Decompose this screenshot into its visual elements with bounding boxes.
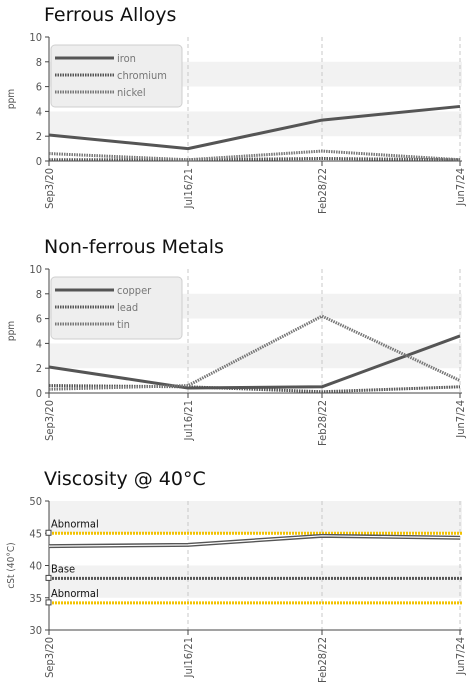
series-line [48, 104, 461, 151]
series-line [48, 334, 461, 390]
x-tick-label: Sep3/20 [43, 168, 56, 209]
reference-line-label: Abnormal [51, 517, 99, 530]
x-tick-label: Jun7/24 [454, 637, 467, 676]
y-tick-label: 0 [36, 155, 42, 168]
chart-title: Ferrous Alloys [44, 4, 177, 26]
reference-marker [45, 529, 52, 536]
series-line [48, 149, 461, 162]
y-tick-label: 4 [36, 105, 42, 118]
reference-line-label: Abnormal [51, 587, 99, 600]
ferrous-alloys-panel: Ferrous Alloys 0 2 4 6 8 10 ppm Sep3/20 Jul16/21… [0, 4, 469, 224]
non-ferrous-metals-chart: 0 2 4 6 8 10 ppm Sep3/20 Jul16/21 Feb28/22 Jun7/24… [6, 264, 467, 446]
x-tick-label: Feb28/22 [316, 168, 329, 214]
reference-line-label: Base [51, 562, 75, 575]
series-line-inner [48, 535, 461, 547]
x-tick-label: Jun7/24 [454, 168, 467, 207]
y-tick-label: 10 [29, 264, 42, 276]
y-tick-label: 0 [36, 387, 42, 400]
y-tick-label: 2 [36, 362, 42, 375]
grid-band [49, 565, 462, 598]
non-ferrous-metals-panel: Non-ferrous Metals 0 2 4 6 8 10 ppm Sep3/20 Jul1… [0, 236, 469, 456]
y-tick-label: 4 [36, 337, 42, 350]
y-tick-label: 35 [29, 592, 42, 605]
y-axis-label: ppm [6, 321, 17, 341]
legend-label: nickel [117, 86, 146, 99]
legend-label: iron [117, 52, 136, 65]
y-tick-label: 45 [29, 527, 42, 540]
x-tick-label: Jul16/21 [182, 400, 195, 441]
y-tick-label: 8 [36, 288, 42, 301]
series-line [48, 314, 461, 391]
y-axis-label: cSt (40°C) [6, 542, 17, 588]
legend-label: copper [117, 284, 152, 297]
x-tick-label: Sep3/20 [43, 637, 56, 678]
x-tick-label: Jul16/21 [182, 637, 195, 678]
y-tick-label: 8 [36, 56, 42, 69]
legend-label: chromium [117, 69, 167, 82]
y-tick-label: 2 [36, 130, 42, 143]
x-tick-label: Sep3/20 [43, 400, 56, 441]
x-tick-label: Jul16/21 [182, 168, 195, 209]
grid-band [49, 111, 462, 137]
legend-label: lead [117, 301, 138, 314]
reference-marker [45, 599, 52, 606]
ferrous-alloys-chart: 0 2 4 6 8 10 ppm Sep3/20 Jul16/21 Feb28/22 Jun7/24… [6, 32, 467, 214]
y-tick-label: 6 [36, 81, 42, 94]
y-tick-label: 50 [29, 496, 42, 508]
viscosity-panel: Viscosity @ 40°C 30 35 40 45 50 cSt (40°C) Sep… [0, 468, 469, 697]
viscosity-chart: 30 35 40 45 50 cSt (40°C) Sep3/20 Jul16/21 Feb28… [6, 496, 467, 683]
chart-title: Non-ferrous Metals [44, 236, 224, 258]
y-axis-label: ppm [6, 89, 17, 109]
legend-label: tin [117, 318, 130, 331]
x-tick-label: Jun7/24 [454, 400, 467, 439]
y-tick-label: 6 [36, 313, 42, 326]
grid-band [49, 501, 462, 534]
grid-band [49, 343, 462, 369]
series-line [48, 384, 461, 394]
reference-marker [45, 574, 52, 581]
y-tick-label: 10 [29, 32, 42, 44]
x-tick-label: Feb28/22 [316, 400, 329, 446]
x-tick-label: Feb28/22 [316, 637, 329, 683]
chart-title: Viscosity @ 40°C [44, 468, 206, 490]
series-line [49, 157, 461, 162]
y-tick-label: 30 [29, 624, 42, 637]
y-tick-label: 40 [29, 560, 42, 573]
